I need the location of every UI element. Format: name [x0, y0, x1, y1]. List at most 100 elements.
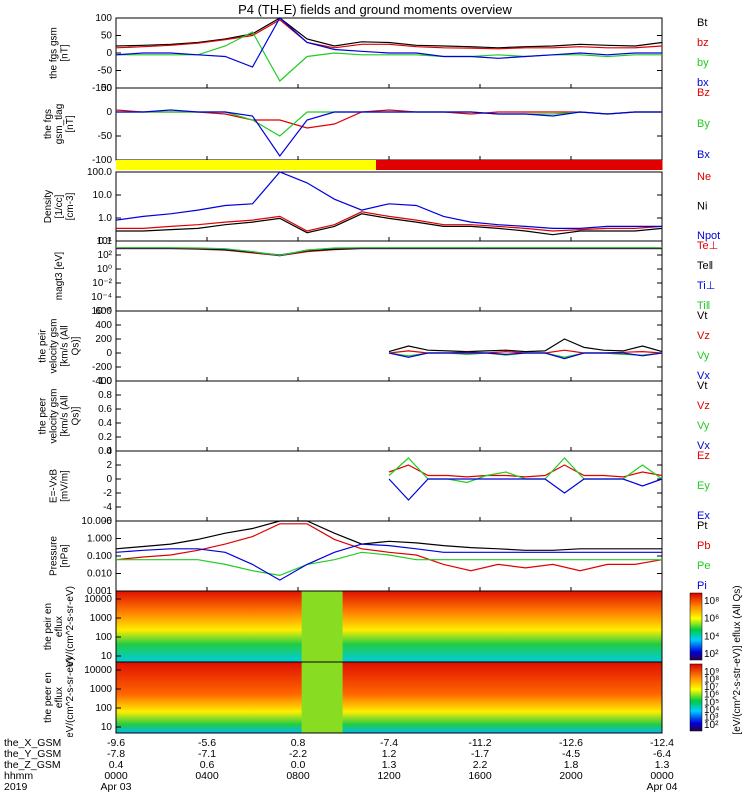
y-tick-label: 0	[106, 48, 112, 59]
panel-8: 10.000 1.000 0.100 0.010 0.001 Pressure [nPa] P…	[49, 516, 711, 597]
legend-Vx: Vx	[697, 370, 710, 382]
y-tick-label: 600	[95, 306, 112, 317]
y-axis-label: Pressure	[49, 536, 60, 576]
series-line-Pb	[115, 523, 663, 572]
colorbar	[689, 663, 703, 732]
legend-Pb: Pb	[697, 540, 710, 552]
spectrogram-gap	[301, 662, 343, 733]
mode-bar-segment	[272, 160, 299, 170]
y-axis-label: Qs)]	[71, 406, 82, 425]
y-tick-label: -2	[103, 488, 112, 499]
y-axis-label: gsm_tlag	[54, 104, 65, 145]
y-axis-label: the fgs	[43, 109, 54, 139]
mode-bar-segment	[402, 160, 429, 170]
y-tick-label: 1000	[90, 613, 113, 624]
y-tick-label: 1.0	[98, 376, 112, 387]
panel-3: 100.0 10.0 1.0 0.1 Density [1/cc] [cm-3] Ne Ni Np…	[43, 167, 720, 247]
y-axis-label: eV/(cm^2-s-sr-eV)	[65, 657, 76, 737]
mode-bar-segment	[168, 160, 195, 170]
legend-Vz: Vz	[697, 400, 710, 412]
y-axis-label: [mV/m]	[60, 470, 71, 502]
y-tick-label: 1.0	[98, 213, 112, 224]
series-line-Npot	[115, 171, 662, 229]
orbit-row-label: the_Z_GSM	[4, 759, 61, 771]
colorbar-tick-label: 10⁷	[704, 682, 719, 693]
legend-Ex: Ex	[697, 510, 710, 522]
orbit-value: 1.3	[381, 759, 397, 771]
colorbar	[689, 592, 703, 661]
series-line-Bt	[115, 17, 663, 49]
colorbar-tick-label: 10⁸	[704, 596, 719, 607]
y-axis-label: eV/(cm^2-s-sr-eV)	[65, 586, 76, 667]
orbit-value: -5.6	[197, 737, 217, 749]
y-tick-label: 4	[106, 446, 112, 457]
y-tick-label: 100	[95, 632, 112, 643]
orbit-value: -9.6	[106, 737, 126, 749]
legend-By: By	[697, 118, 710, 130]
y-tick-label: 10	[101, 722, 113, 733]
mode-bar-segment	[324, 160, 351, 170]
panel-frame	[115, 380, 663, 452]
series-line-Ni	[116, 213, 663, 236]
y-tick-label: -50	[98, 131, 113, 142]
y-tick-label: 50	[101, 31, 113, 42]
y-tick-label: -100	[92, 83, 112, 94]
orbit-value: 0800	[286, 770, 310, 782]
y-axis-label: the peer en	[43, 672, 54, 723]
y-tick-label: 0.0	[98, 446, 112, 457]
colorbar-tick-label: 10⁶	[704, 690, 719, 701]
orbit-value: 1.8	[563, 759, 579, 771]
mode-bar-segment	[194, 160, 221, 170]
y-axis-label: velocity gsm	[49, 318, 60, 373]
y-axis-label: the fgs gsm	[49, 27, 60, 79]
orbit-value: -11.2	[468, 737, 492, 749]
y-tick-label: -4	[103, 502, 112, 513]
y-axis-label: [km/s (All	[60, 395, 71, 436]
orbit-value: -6.4	[652, 748, 672, 760]
orbit-value: Apr 03	[100, 781, 132, 793]
y-axis-label: [km/s (All	[60, 325, 71, 366]
orbit-value: 0.4	[108, 759, 124, 771]
panel-5: 600 400 200 0 -200 -400 the peir velocity gsm [k…	[38, 306, 711, 387]
orbit-value: 1200	[377, 770, 401, 782]
y-tick-label: -50	[98, 66, 113, 77]
series-line-Ne	[116, 211, 663, 232]
mode-bar-segment	[142, 160, 169, 170]
orbit-value: -7.8	[106, 748, 126, 760]
series-line-Ez	[388, 464, 663, 478]
series-line-By	[116, 111, 662, 137]
series-line-Vy	[388, 352, 663, 358]
legend-Npot: Npot	[697, 230, 720, 242]
orbit-value: 1600	[468, 770, 492, 782]
panel-9: 10000 1000 100 10 the peir en eflux eV/(cm^2-s…	[43, 586, 719, 667]
y-tick-label: 10²	[98, 250, 113, 261]
orbit-value: Apr 04	[646, 781, 678, 793]
mode-bar-segment	[454, 160, 481, 170]
panel-0: 100 50 0 -50 -100 the fgs gsm [nT] Bt bz by bx	[49, 13, 710, 94]
panel-frame	[115, 450, 663, 522]
colorbar-tick-label: 10⁸	[704, 675, 719, 686]
series-line-Te⊥	[116, 248, 662, 257]
spectrogram-gap	[301, 591, 343, 662]
y-tick-label: 10000	[84, 665, 112, 676]
y-tick-label: 50	[101, 83, 113, 94]
y-axis-label: eflux	[54, 616, 65, 637]
panel-4: 10⁴ 10² 10⁰ 10⁻² 10⁻⁴ 10⁻⁶ magt3 [eV] Te⊥ Te‖ Ti⊥…	[54, 236, 718, 317]
y-tick-label: 10.000	[81, 516, 112, 527]
y-tick-label: 100.0	[87, 167, 112, 178]
legend-bz: bz	[697, 37, 709, 49]
y-tick-label: 0.001	[87, 586, 112, 597]
legend-Bx: Bx	[697, 149, 710, 161]
legend-Vt: Vt	[697, 310, 707, 322]
orbit-value: -2.2	[288, 748, 308, 760]
legend-Te‖: Te‖	[697, 260, 713, 272]
panel-6: 1.0 0.8 0.6 0.4 0.2 0.0 the peer velocity gsm [k…	[38, 376, 711, 457]
orbit-row-label: the_Y_GSM	[4, 748, 62, 760]
y-tick-label: -400	[92, 376, 112, 387]
plot-title: P4 (TH-E) fields and ground moments over…	[238, 2, 512, 17]
mode-bar-segment	[116, 160, 143, 170]
panel-frame	[115, 520, 663, 592]
legend-Vy: Vy	[697, 350, 710, 362]
colorbar-tick-label: 10²	[704, 649, 719, 660]
series-line-Bx	[116, 109, 662, 158]
